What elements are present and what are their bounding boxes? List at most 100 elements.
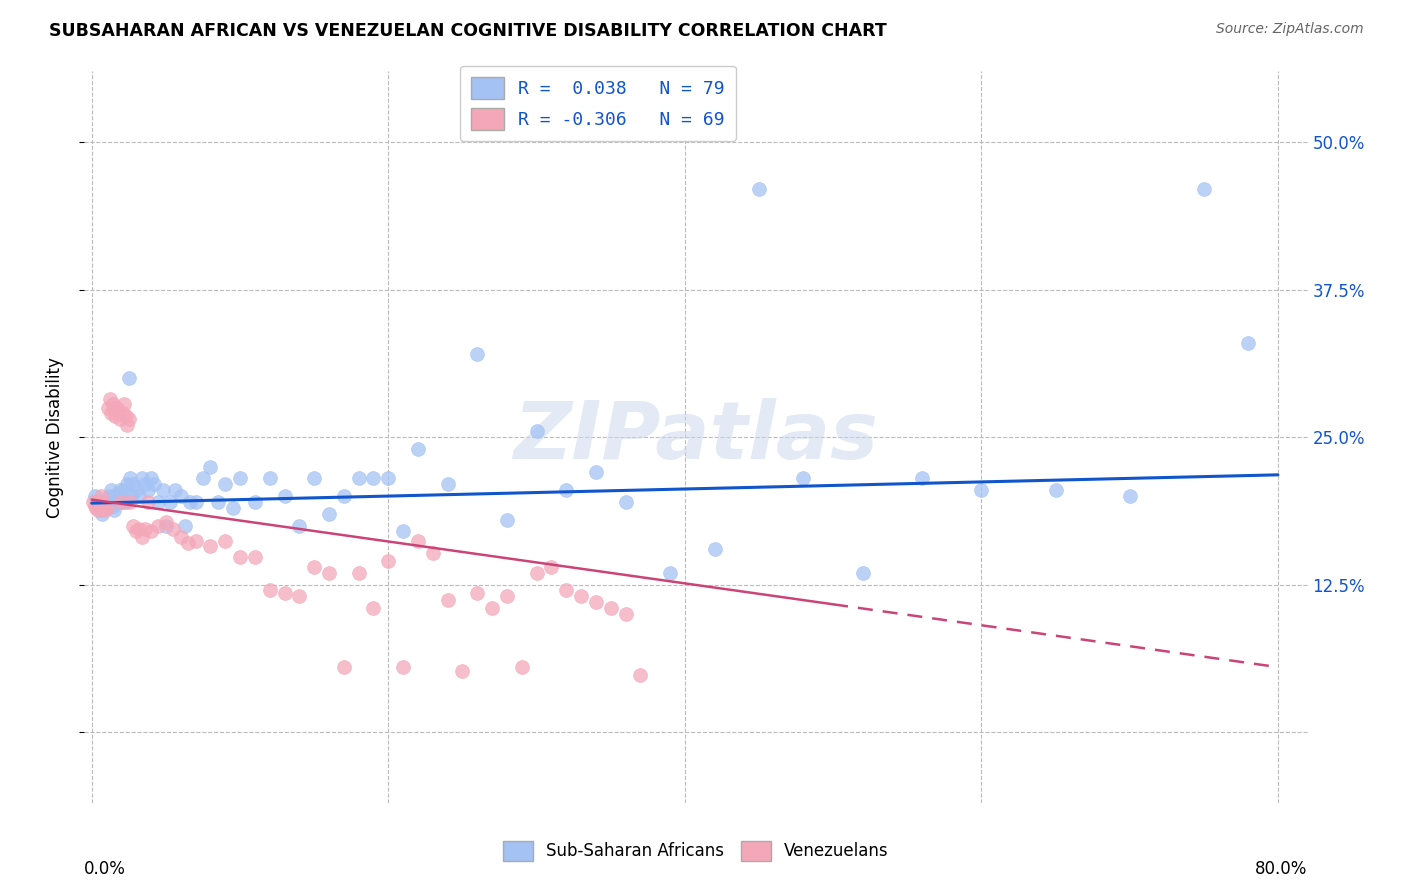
Point [406, 533, 429, 548]
Point [104, 409, 127, 423]
Point [229, 550, 252, 565]
Point [792, 471, 814, 485]
Point [128, 522, 150, 536]
Point [259, 583, 281, 598]
Point [540, 559, 562, 574]
Point [200, 539, 222, 553]
Point [139, 524, 162, 539]
Point [496, 513, 519, 527]
Point [184, 533, 207, 548]
Point [302, 559, 325, 574]
Point [117, 418, 139, 433]
Point [259, 471, 281, 485]
Point [107, 404, 129, 418]
Point [347, 471, 370, 485]
Point [97, 495, 120, 509]
Point [83, 489, 105, 503]
Point [585, 595, 607, 609]
Point [1237, 335, 1260, 350]
Point [107, 491, 129, 506]
Point [111, 407, 134, 421]
Point [91, 507, 114, 521]
Point [510, 660, 533, 674]
Point [526, 424, 548, 438]
Point [111, 495, 134, 509]
Point [117, 477, 139, 491]
Point [122, 518, 145, 533]
Point [628, 668, 651, 682]
Point [333, 489, 356, 503]
Point [128, 489, 150, 503]
Point [148, 495, 170, 509]
Point [377, 554, 399, 568]
Point [115, 409, 138, 423]
Point [177, 536, 200, 550]
Point [703, 542, 725, 557]
Point [91, 495, 114, 509]
Point [115, 495, 138, 509]
Point [392, 524, 415, 539]
Point [86, 495, 108, 509]
Point [122, 477, 145, 491]
Point [121, 489, 143, 503]
Point [392, 660, 415, 674]
Point [569, 590, 592, 604]
Text: 0.0%: 0.0% [84, 860, 127, 878]
Point [103, 503, 125, 517]
Point [184, 495, 207, 509]
Point [110, 495, 132, 509]
Point [852, 566, 875, 580]
Point [436, 477, 458, 491]
Point [302, 471, 325, 485]
Point [120, 495, 142, 509]
Point [970, 483, 993, 498]
Point [207, 495, 229, 509]
Point [96, 500, 118, 515]
Point [112, 483, 135, 498]
Point [422, 546, 444, 560]
Point [93, 499, 115, 513]
Point [136, 483, 159, 498]
Point [585, 466, 607, 480]
Point [526, 566, 548, 580]
Point [406, 442, 429, 456]
Point [90, 489, 112, 503]
Point [347, 566, 370, 580]
Point [134, 522, 156, 536]
Point [555, 483, 578, 498]
Point [555, 583, 578, 598]
Point [98, 392, 121, 407]
Point [1045, 483, 1067, 498]
Point [159, 495, 181, 509]
Point [110, 489, 132, 503]
Point [105, 486, 128, 500]
Point [89, 499, 111, 513]
Point [614, 607, 637, 621]
Point [100, 407, 122, 421]
Point [451, 664, 474, 678]
Point [273, 489, 295, 503]
Y-axis label: Cognitive Disability: Cognitive Disability [45, 357, 63, 517]
Point [318, 507, 340, 521]
Point [120, 471, 142, 485]
Point [93, 500, 115, 515]
Point [155, 515, 177, 529]
Point [221, 500, 243, 515]
Point [614, 495, 637, 509]
Point [214, 477, 236, 491]
Point [659, 566, 682, 580]
Point [108, 483, 131, 498]
Point [125, 483, 148, 498]
Text: Source: ZipAtlas.com: Source: ZipAtlas.com [1216, 22, 1364, 37]
Text: SUBSAHARAN AFRICAN VS VENEZUELAN COGNITIVE DISABILITY CORRELATION CHART: SUBSAHARAN AFRICAN VS VENEZUELAN COGNITI… [49, 22, 887, 40]
Point [101, 397, 124, 411]
Point [377, 471, 399, 485]
Point [481, 601, 503, 615]
Point [599, 601, 621, 615]
Legend: Sub-Saharan Africans, Venezuelans: Sub-Saharan Africans, Venezuelans [496, 834, 896, 868]
Point [84, 495, 107, 509]
Point [136, 495, 159, 509]
Point [134, 477, 156, 491]
Point [200, 459, 222, 474]
Point [174, 518, 197, 533]
